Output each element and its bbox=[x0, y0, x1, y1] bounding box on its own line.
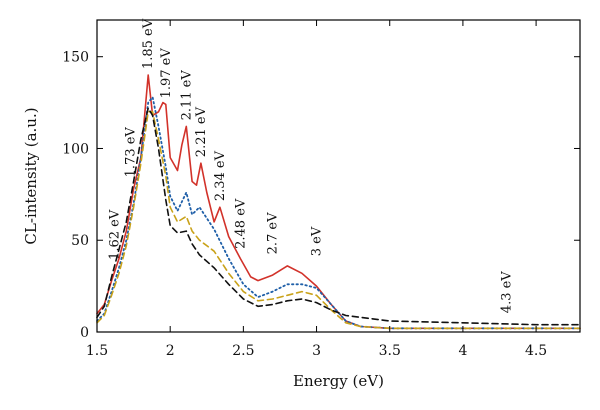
peak-annotation: 3 eV bbox=[309, 226, 324, 256]
peak-annotation: 2.34 eV bbox=[213, 150, 228, 201]
y-tick-label: 100 bbox=[62, 141, 89, 157]
peak-annotation: 2.11 eV bbox=[179, 70, 194, 121]
x-axis-title: Energy (eV) bbox=[293, 372, 384, 390]
peak-annotation: 4.3 eV bbox=[500, 271, 515, 314]
plot-frame bbox=[96, 19, 581, 333]
x-tick-label: 2.5 bbox=[232, 343, 254, 359]
peak-annotation: 2.21 eV bbox=[194, 106, 209, 157]
peak-annotations: 1.62 eV 1.73 eV 1.85 eV1.97 eV 2.11 eV2.21 … bbox=[108, 18, 515, 313]
x-tick-label: 1.5 bbox=[86, 343, 108, 359]
series-line-2 bbox=[96, 96, 581, 330]
plot-area bbox=[96, 74, 581, 330]
peak-annotation: 1.62 eV bbox=[108, 209, 123, 260]
x-tick-label: 4 bbox=[458, 343, 467, 359]
series-line-3 bbox=[96, 111, 581, 330]
peak-annotation: 2.7 eV bbox=[266, 212, 281, 255]
x-tick-label: 3.5 bbox=[379, 343, 401, 359]
y-tick-label: 150 bbox=[62, 50, 89, 66]
axis-ticks: 1.5 2 2.5 3 3.5 4 4.5 0 50 100 150 bbox=[62, 20, 580, 359]
series-line-4 bbox=[96, 107, 581, 326]
peak-annotation: 1.73 eV bbox=[124, 127, 139, 178]
y-tick-label: 50 bbox=[71, 233, 89, 249]
x-tick-label: 4.5 bbox=[525, 343, 547, 359]
y-tick-label: 0 bbox=[80, 325, 89, 341]
peak-annotation: 1.85 eV bbox=[141, 18, 156, 69]
y-axis-title: CL-intensity (a.u.) bbox=[22, 107, 40, 244]
peak-annotation: 2.48 eV bbox=[233, 198, 248, 249]
peak-annotation: 1.97 eV bbox=[159, 48, 174, 99]
x-tick-label: 3 bbox=[312, 343, 321, 359]
x-tick-label: 2 bbox=[166, 343, 175, 359]
